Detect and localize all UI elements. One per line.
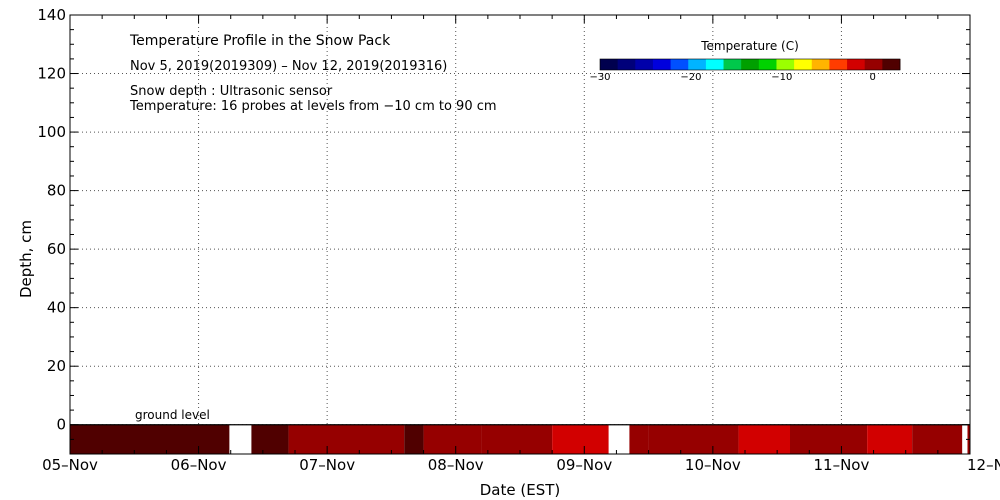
colorbar-cell: [723, 59, 742, 70]
colorbar-cell: [741, 59, 760, 70]
colorbar-cell: [652, 59, 671, 70]
temperature-segment: [790, 424, 868, 454]
temperature-segment: [738, 424, 790, 454]
note-temperature: Temperature: 16 probes at levels from −1…: [129, 99, 497, 114]
note-snow-depth: Snow depth : Ultrasonic sensor: [130, 84, 333, 99]
temperature-segment: [648, 424, 739, 454]
y-tick-label: 140: [37, 6, 66, 24]
colorbar-cell: [670, 59, 689, 70]
chart-subtitle: Nov 5, 2019(2019309) – Nov 12, 2019(2019…: [130, 59, 447, 74]
colorbar-cells: [599, 58, 901, 71]
colorbar-cell: [617, 59, 636, 70]
x-tick-label: 08–Nov: [428, 456, 484, 474]
y-tick-label: 80: [47, 182, 66, 200]
axes: 0 20 40 60 80 100 120 140 05–Nov 06–Nov 07–Nov 08–N…: [37, 6, 1000, 474]
colorbar-cell: [600, 59, 619, 70]
temperature-segment: [423, 424, 482, 454]
temperature-band: [70, 424, 970, 454]
y-tick-label: 40: [47, 299, 66, 317]
x-tick-label: 12–Nov: [967, 456, 1000, 474]
y-tick-label: 100: [37, 123, 66, 141]
colorbar-tick-label: −30: [589, 72, 610, 83]
colorbar-frame: [599, 58, 901, 71]
temperature-segment: [912, 424, 963, 454]
colorbar-tick-label: 0: [870, 72, 876, 83]
chart-title: Temperature Profile in the Snow Pack: [129, 33, 391, 49]
temperature-segment: [404, 424, 424, 454]
x-tick-label: 10–Nov: [685, 456, 741, 474]
colorbar-cell: [811, 59, 830, 70]
x-tick-label: 11–Nov: [813, 456, 869, 474]
colorbar-cell: [882, 59, 901, 70]
temperature-segment: [340, 424, 405, 454]
colorbar-cell: [758, 59, 777, 70]
missing-data-gap: [608, 424, 630, 454]
y-tick-label: 20: [47, 357, 66, 375]
ground-level-label: ground level: [135, 408, 210, 422]
temperature-segment: [552, 424, 609, 454]
x-tick-label: 05–Nov: [42, 456, 98, 474]
missing-data-gap: [229, 424, 252, 454]
temperature-segment: [629, 424, 649, 454]
colorbar-tick-label: −20: [680, 72, 701, 83]
colorbar-cell: [864, 59, 883, 70]
x-tick-label: 07–Nov: [299, 456, 355, 474]
colorbar-cell: [688, 59, 707, 70]
grid-lines: [70, 15, 970, 454]
colorbar-cell: [829, 59, 848, 70]
colorbar-cell: [776, 59, 795, 70]
colorbar-tick-label: −10: [771, 72, 792, 83]
plot-frame: [69, 14, 971, 455]
y-axis-title: Depth, cm: [17, 220, 35, 298]
temperature-segment: [288, 424, 340, 454]
y-tick-label: 120: [37, 65, 66, 83]
y-tick-label: 60: [47, 240, 66, 258]
colorbar-title: Temperature (C): [700, 39, 799, 53]
temperature-segment: [251, 424, 289, 454]
temperature-segment: [867, 424, 913, 454]
x-axis-title: Date (EST): [480, 481, 561, 499]
colorbar-legend: Temperature (C) −30 −20 −10 0: [589, 39, 901, 83]
colorbar-ticks: −30 −20 −10 0: [589, 72, 875, 83]
missing-data-gap: [962, 424, 968, 454]
colorbar-cell: [794, 59, 813, 70]
y-tick-label: 0: [56, 416, 66, 434]
temperature-segment: [70, 424, 230, 454]
temperature-segment: [481, 424, 553, 454]
colorbar-cell: [635, 59, 654, 70]
x-tick-label: 09–Nov: [556, 456, 612, 474]
colorbar-cell: [705, 59, 724, 70]
colorbar-cell: [847, 59, 866, 70]
x-tick-label: 06–Nov: [171, 456, 227, 474]
